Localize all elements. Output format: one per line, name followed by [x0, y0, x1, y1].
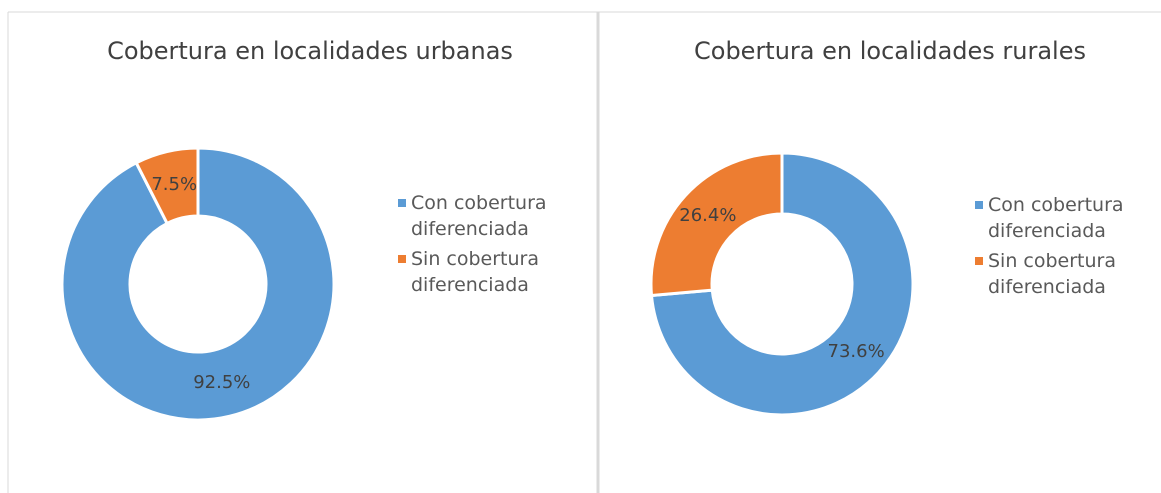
legend-entry: Con cobertura diferenciada — [975, 192, 1155, 244]
legend: Con cobertura diferenciada Sin cobertura … — [975, 192, 1155, 304]
donut-slice — [649, 151, 784, 298]
donut-slice — [649, 151, 915, 417]
legend-entry: Con cobertura diferenciada — [398, 190, 578, 242]
legend-label: Sin cobertura diferenciada — [988, 250, 1116, 298]
legend-swatch — [398, 255, 406, 263]
legend-label: Con cobertura diferenciada — [988, 194, 1124, 242]
legend-entry: Sin cobertura diferenciada — [398, 246, 578, 298]
data-label: 73.6% — [828, 341, 885, 362]
legend-entry: Sin cobertura diferenciada — [975, 248, 1155, 300]
data-label: 26.4% — [679, 205, 736, 226]
chart-title: Cobertura en localidades rurales — [694, 37, 1086, 65]
legend-swatch — [975, 201, 983, 209]
donut-slice — [134, 146, 200, 226]
data-label: 7.5% — [151, 174, 197, 195]
data-label: 92.5% — [193, 372, 250, 393]
chart-title: Cobertura en localidades urbanas — [107, 37, 513, 65]
legend-swatch — [398, 199, 406, 207]
legend: Con cobertura diferenciada Sin cobertura … — [398, 190, 578, 302]
legend-label: Con cobertura diferenciada — [411, 192, 547, 240]
legend-swatch — [975, 257, 983, 265]
donut-slice — [60, 146, 336, 422]
legend-label: Sin cobertura diferenciada — [411, 248, 539, 296]
